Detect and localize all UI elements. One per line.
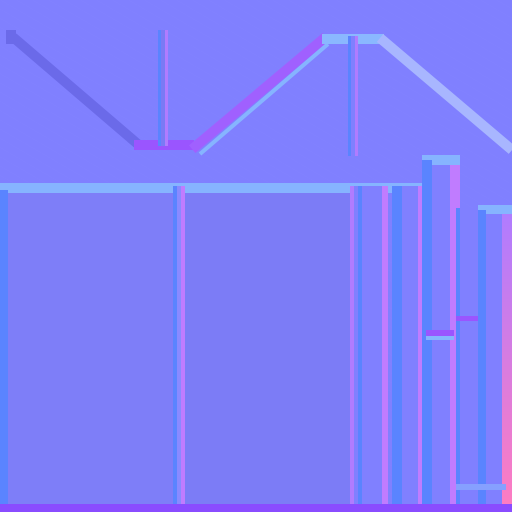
bottom-strip [0, 504, 512, 512]
wall-right-field [185, 193, 350, 512]
roof-left-cap [6, 30, 16, 44]
post-left [158, 30, 166, 146]
roof-middle-slope [188, 32, 330, 154]
wall-panel [0, 183, 425, 512]
chimney-ledge-highlight [426, 336, 454, 340]
post-left-edge [158, 30, 161, 146]
board-1-left [350, 186, 354, 512]
chimney-body [432, 165, 450, 330]
wall-divider-right [181, 186, 185, 512]
chimney-ledge [426, 330, 454, 336]
post-right-edge [348, 36, 351, 156]
board-4 [402, 186, 420, 512]
board-3 [392, 186, 402, 512]
chimney-column [422, 155, 460, 512]
roof-middle-slope-highlight [198, 42, 330, 156]
right-col-2-left [478, 210, 486, 512]
chimney-cap [422, 155, 460, 165]
vertical-boards [350, 186, 424, 512]
right-col-2-right [502, 214, 512, 512]
wall-top-bevel [0, 183, 425, 193]
right-columns [456, 205, 512, 512]
upper-posts [158, 30, 358, 156]
post-left-edge-r [165, 30, 168, 146]
right-col-2-cap [478, 205, 512, 215]
wall-left-field [8, 193, 173, 512]
post-right-edge-r [355, 36, 358, 156]
wall-left-bevel [0, 190, 8, 512]
board-2-right [382, 186, 388, 512]
right-col-2 [486, 214, 502, 512]
right-base-step [456, 484, 506, 490]
chimney-lower [432, 340, 450, 512]
board-4-right [418, 186, 424, 512]
chimney-right [450, 165, 460, 512]
board-1-right [358, 186, 362, 512]
right-col-1-ledge [456, 316, 480, 321]
wall-divider-left [173, 186, 177, 512]
right-col-1-left [456, 208, 460, 512]
post-right [348, 36, 358, 156]
roof-right-slope [376, 34, 512, 154]
